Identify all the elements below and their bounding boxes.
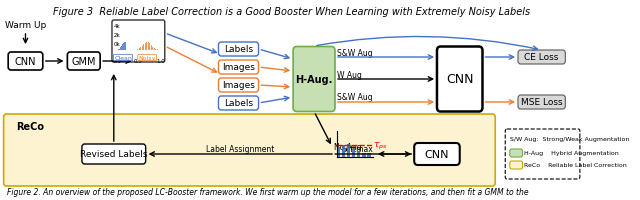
FancyBboxPatch shape	[8, 53, 43, 71]
Text: CE Loss: CE Loss	[524, 53, 559, 62]
Bar	[362, 153, 365, 157]
Bar	[122, 45, 123, 51]
FancyBboxPatch shape	[437, 47, 483, 112]
Bar	[136, 50, 137, 51]
FancyBboxPatch shape	[82, 144, 146, 164]
FancyBboxPatch shape	[218, 79, 259, 93]
Text: 0.0: 0.0	[112, 59, 121, 64]
FancyBboxPatch shape	[112, 21, 164, 63]
Bar	[119, 49, 120, 51]
Text: Labels: Labels	[224, 45, 253, 54]
Text: GMM: GMM	[72, 57, 96, 67]
Bar	[342, 146, 346, 157]
Bar	[124, 43, 125, 51]
Text: CNN: CNN	[425, 149, 449, 159]
Bar	[357, 151, 360, 157]
Text: S/W Aug:  Strong/Weak Augmentation: S/W Aug: Strong/Weak Augmentation	[510, 137, 629, 142]
Text: Softmax: Softmax	[341, 145, 373, 154]
FancyBboxPatch shape	[218, 97, 259, 110]
Text: S&W Aug: S&W Aug	[337, 48, 372, 57]
Text: W Aug: W Aug	[337, 71, 362, 80]
Text: 0.5: 0.5	[134, 59, 143, 64]
Bar	[142, 46, 143, 51]
Text: Noisy: Noisy	[138, 56, 156, 61]
Bar	[120, 48, 121, 51]
Bar	[347, 144, 351, 157]
Bar	[149, 44, 150, 51]
FancyBboxPatch shape	[4, 114, 495, 186]
Bar	[352, 149, 355, 157]
Text: Images: Images	[222, 63, 255, 72]
Bar	[139, 49, 140, 51]
Bar	[154, 49, 155, 51]
Text: CNN: CNN	[446, 73, 474, 86]
FancyBboxPatch shape	[518, 96, 565, 109]
Bar	[143, 45, 144, 51]
Text: Warm Up: Warm Up	[5, 20, 46, 29]
FancyBboxPatch shape	[293, 47, 335, 112]
FancyBboxPatch shape	[510, 149, 522, 157]
FancyBboxPatch shape	[510, 161, 522, 169]
Text: Labels: Labels	[224, 99, 253, 108]
Bar	[337, 147, 340, 157]
Text: 4k: 4k	[114, 24, 120, 29]
FancyBboxPatch shape	[505, 129, 580, 179]
Text: 1.0: 1.0	[156, 59, 164, 64]
Bar	[127, 45, 128, 51]
FancyBboxPatch shape	[67, 53, 100, 71]
Text: 2k: 2k	[114, 33, 120, 38]
Text: Figure 2. An overview of the proposed LC-Booster framework. We first warm up the: Figure 2. An overview of the proposed LC…	[7, 188, 529, 197]
Bar	[151, 46, 152, 51]
FancyBboxPatch shape	[218, 61, 259, 75]
Text: CNN: CNN	[15, 57, 36, 67]
Bar	[145, 43, 146, 51]
Text: ReCo    Reliable Label Correction: ReCo Reliable Label Correction	[524, 163, 627, 168]
Bar	[117, 50, 118, 51]
Text: ReCo: ReCo	[17, 121, 44, 131]
Bar	[367, 154, 371, 157]
Text: 0k: 0k	[114, 42, 120, 47]
Text: H-Aug.: H-Aug.	[296, 75, 333, 85]
Text: Figure 3  Reliable Label Correction is a Good Booster When Learning with Extreme: Figure 3 Reliable Label Correction is a …	[52, 7, 530, 17]
Text: No Aug: No Aug	[334, 143, 362, 152]
Bar	[118, 50, 119, 51]
Text: $\tau_{ps}$: $\tau_{ps}$	[373, 140, 388, 151]
Text: S&W Aug: S&W Aug	[337, 93, 372, 102]
Bar	[130, 48, 131, 51]
Text: Label Assignment: Label Assignment	[206, 145, 275, 154]
Bar	[125, 43, 126, 51]
Text: Revised Labels: Revised Labels	[80, 150, 148, 159]
Text: MSE Loss: MSE Loss	[521, 98, 563, 107]
FancyBboxPatch shape	[518, 51, 565, 65]
Bar	[140, 48, 141, 51]
Text: H-Aug    Hybrid Augmentation: H-Aug Hybrid Augmentation	[524, 151, 619, 156]
FancyBboxPatch shape	[414, 143, 460, 165]
FancyBboxPatch shape	[218, 43, 259, 57]
Text: Images: Images	[222, 81, 255, 90]
Bar	[132, 50, 134, 51]
Text: Clean: Clean	[114, 56, 132, 61]
Bar	[152, 47, 153, 51]
